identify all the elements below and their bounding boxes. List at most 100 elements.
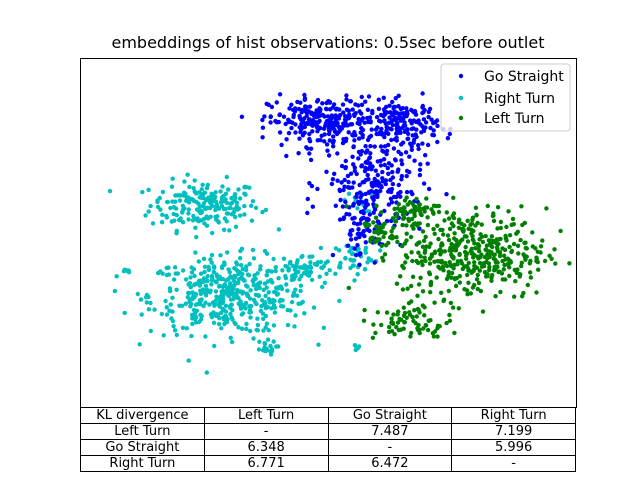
point-left-turn bbox=[441, 268, 446, 273]
point-right-turn bbox=[276, 227, 282, 232]
point-go-straight bbox=[343, 165, 348, 170]
point-right-turn bbox=[186, 195, 191, 200]
point-right-turn bbox=[223, 303, 229, 308]
point-right-turn bbox=[213, 190, 218, 195]
point-left-turn bbox=[409, 250, 414, 255]
point-go-straight bbox=[300, 120, 306, 125]
point-go-straight bbox=[411, 118, 417, 123]
point-left-turn bbox=[409, 299, 414, 304]
point-go-straight bbox=[405, 136, 411, 141]
point-right-turn bbox=[224, 211, 230, 216]
point-left-turn bbox=[411, 226, 416, 231]
point-go-straight bbox=[383, 181, 388, 187]
point-right-turn bbox=[232, 207, 237, 212]
point-left-turn bbox=[522, 255, 528, 260]
point-right-turn bbox=[252, 273, 257, 278]
point-go-straight bbox=[404, 113, 409, 119]
point-right-turn bbox=[321, 325, 326, 330]
point-go-straight bbox=[284, 137, 289, 142]
point-left-turn bbox=[549, 256, 554, 261]
point-go-straight bbox=[370, 184, 375, 189]
point-left-turn bbox=[410, 258, 415, 264]
point-left-turn bbox=[420, 303, 426, 308]
chart-title: embeddings of hist observations: 0.5sec … bbox=[111, 33, 545, 52]
point-right-turn bbox=[199, 297, 204, 302]
point-left-turn bbox=[447, 226, 453, 232]
point-left-turn bbox=[411, 221, 416, 227]
point-left-turn bbox=[446, 237, 452, 243]
point-go-straight bbox=[338, 112, 343, 118]
point-go-straight bbox=[363, 99, 368, 104]
point-right-turn bbox=[270, 300, 276, 305]
point-go-straight bbox=[297, 125, 302, 130]
point-go-straight bbox=[333, 203, 338, 208]
point-left-turn bbox=[448, 263, 454, 268]
point-go-straight bbox=[391, 194, 397, 200]
point-go-straight bbox=[445, 136, 451, 141]
point-left-turn bbox=[362, 307, 367, 313]
point-left-turn bbox=[400, 243, 405, 249]
point-left-turn bbox=[346, 285, 351, 291]
point-left-turn bbox=[428, 318, 433, 323]
points-layer bbox=[107, 91, 572, 375]
point-left-turn bbox=[497, 269, 502, 274]
point-right-turn bbox=[228, 205, 233, 211]
point-go-straight bbox=[315, 186, 320, 192]
point-right-turn bbox=[236, 206, 241, 211]
point-go-straight bbox=[283, 121, 288, 127]
point-left-turn bbox=[488, 238, 493, 243]
point-right-turn bbox=[144, 292, 150, 298]
point-go-straight bbox=[268, 120, 273, 125]
point-right-turn bbox=[333, 246, 339, 251]
point-right-turn bbox=[180, 220, 186, 225]
point-right-turn bbox=[262, 281, 268, 286]
point-right-turn bbox=[248, 328, 253, 334]
point-right-turn bbox=[202, 269, 207, 275]
point-right-turn bbox=[260, 311, 266, 316]
point-left-turn bbox=[401, 265, 406, 271]
point-right-turn bbox=[309, 277, 315, 283]
point-right-turn bbox=[256, 347, 262, 352]
point-right-turn bbox=[273, 265, 278, 270]
point-right-turn bbox=[229, 315, 234, 320]
point-left-turn bbox=[477, 237, 482, 242]
point-go-straight bbox=[404, 106, 409, 111]
point-left-turn bbox=[415, 223, 420, 228]
point-go-straight bbox=[425, 142, 431, 148]
point-right-turn bbox=[204, 370, 209, 375]
point-go-straight bbox=[390, 175, 396, 180]
point-go-straight bbox=[355, 120, 360, 126]
point-left-turn bbox=[454, 276, 459, 281]
table-header-cell: KL divergence bbox=[80, 407, 205, 424]
point-right-turn bbox=[289, 273, 295, 279]
point-left-turn bbox=[476, 256, 481, 261]
point-left-turn bbox=[535, 259, 540, 265]
point-go-straight bbox=[389, 200, 395, 205]
point-right-turn bbox=[301, 265, 307, 271]
point-right-turn bbox=[227, 304, 232, 309]
point-go-straight bbox=[359, 94, 364, 100]
point-left-turn bbox=[405, 202, 410, 207]
point-right-turn bbox=[242, 203, 247, 209]
point-left-turn bbox=[484, 259, 489, 265]
point-go-straight bbox=[318, 107, 323, 112]
point-go-straight bbox=[332, 127, 337, 132]
point-right-turn bbox=[324, 271, 329, 276]
point-right-turn bbox=[266, 328, 271, 333]
point-go-straight bbox=[354, 171, 359, 177]
point-right-turn bbox=[185, 172, 190, 177]
point-go-straight bbox=[338, 125, 344, 130]
point-right-turn bbox=[227, 281, 233, 286]
point-right-turn bbox=[251, 297, 257, 303]
point-left-turn bbox=[525, 282, 530, 288]
point-left-turn bbox=[408, 234, 414, 240]
point-right-turn bbox=[378, 248, 383, 253]
point-go-straight bbox=[362, 169, 368, 174]
point-right-turn bbox=[209, 252, 215, 258]
point-left-turn bbox=[442, 218, 447, 223]
point-right-turn bbox=[236, 187, 241, 192]
point-right-turn bbox=[161, 333, 166, 338]
point-go-straight bbox=[291, 114, 296, 120]
point-right-turn bbox=[214, 294, 219, 299]
